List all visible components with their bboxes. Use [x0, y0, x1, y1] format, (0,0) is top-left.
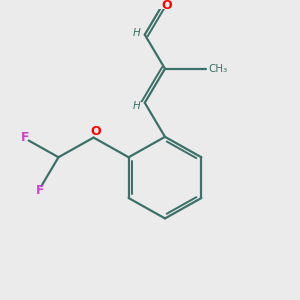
Text: F: F: [35, 184, 44, 197]
Text: CH₃: CH₃: [208, 64, 228, 74]
Text: H: H: [133, 101, 140, 111]
Text: H: H: [133, 28, 140, 38]
Text: O: O: [91, 125, 101, 138]
Text: F: F: [21, 131, 29, 144]
Text: O: O: [161, 0, 172, 12]
